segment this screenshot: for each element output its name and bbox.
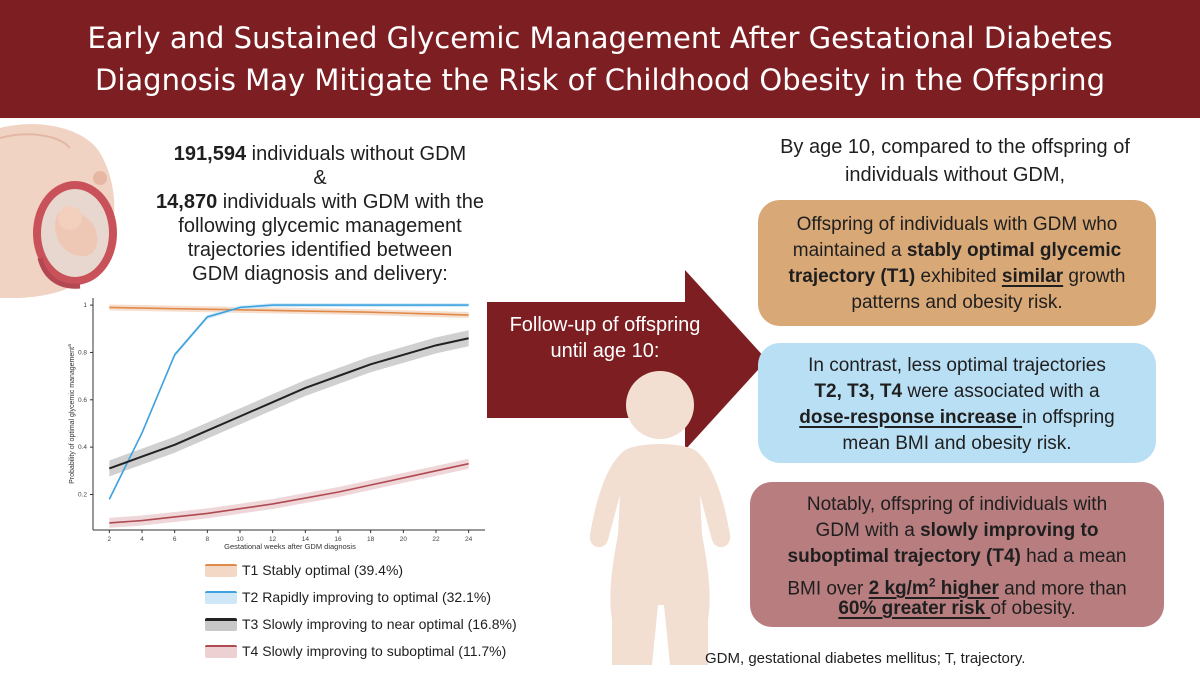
box3-line-4: BMI over 2 kg/m2 higher and more than: [787, 576, 1127, 600]
y-axis-label: Probability of optimal glycemic manageme…: [67, 344, 76, 484]
x-tick-label: 4: [140, 536, 144, 543]
y-tick-label: 0.6: [78, 397, 87, 404]
series-line-t1: [109, 306, 469, 316]
y-tick-label: 0.4: [78, 444, 87, 451]
x-tick-label: 22: [432, 536, 440, 543]
finding-box-t1: Offspring of individuals with GDM who ma…: [758, 200, 1156, 326]
legend-swatch-t2: [205, 591, 237, 604]
y-tick-label: 0.8: [78, 349, 87, 356]
legend-item-t2: T2 Rapidly improving to optimal (32.1%): [205, 587, 525, 607]
y-tick-label: 1: [83, 302, 87, 309]
outcome-intro-line-2: individuals without GDM,: [844, 164, 1066, 186]
y-tick-label: 0.2: [78, 491, 87, 498]
legend-swatch-t4: [205, 645, 237, 658]
arrow-text-line-1: Follow-up of offspring: [509, 314, 701, 336]
series-line-t4: [109, 462, 469, 524]
x-tick-label: 12: [269, 536, 277, 543]
x-tick-label: 10: [236, 536, 244, 543]
series-line-t3: [108, 337, 469, 470]
x-tick-label: 20: [400, 536, 408, 543]
x-axis-label: Gestational weeks after GDM diagnosis: [224, 542, 356, 551]
legend-label-t3: T3 Slowly improving to near optimal (16.…: [242, 616, 517, 632]
legend-item-t3: T3 Slowly improving to near optimal (16.…: [205, 614, 525, 634]
outcome-intro-line-1: By age 10, compared to the offspring of: [780, 136, 1130, 158]
box2-line-3: dose-response increase in offspring: [799, 407, 1115, 428]
box3-line-2: GDM with a slowly improving to: [815, 520, 1099, 541]
legend-label-t2: T2 Rapidly improving to optimal (32.1%): [242, 589, 491, 605]
box2-line-2: T2, T3, T4 were associated with a: [814, 381, 1100, 402]
box3-line-3: suboptimal trajectory (T4) had a mean: [787, 546, 1127, 567]
x-tick-label: 8: [206, 536, 210, 543]
x-tick-label: 6: [173, 536, 177, 543]
legend-swatch-t1: [205, 564, 237, 577]
legend-item-t4: T4 Slowly improving to suboptimal (11.7%…: [205, 641, 525, 661]
title-banner: Early and Sustained Glycemic Management …: [0, 0, 1200, 118]
legend-label-t4: T4 Slowly improving to suboptimal (11.7%…: [242, 643, 507, 659]
x-tick-label: 16: [334, 536, 342, 543]
series-line-t2: [108, 304, 469, 500]
box2-line-4: mean BMI and obesity risk.: [842, 433, 1072, 454]
box1-line-1: Offspring of individuals with GDM who: [796, 214, 1118, 235]
x-tick-label: 2: [108, 536, 112, 543]
cohort-line-5: GDM diagnosis and delivery:: [192, 263, 448, 285]
cohort-without-gdm: 191,594 individuals without GDM: [173, 143, 467, 165]
legend-item-t1: T1 Stably optimal (39.4%): [205, 560, 525, 580]
pregnant-woman-illustration: [0, 124, 117, 298]
follow-up-arrow: [487, 270, 767, 450]
cohort-with-gdm: 14,870 individuals with GDM with the: [156, 191, 484, 213]
title-line-2: Diagnosis May Mitigate the Risk of Child…: [95, 63, 1105, 97]
x-tick-label: 24: [465, 536, 473, 543]
cohort-ampersand: &: [313, 167, 327, 189]
trajectory-chart: 0.20.40.60.81 2 4 6 8 10 12 14 16 18 20 22 24 Proba…: [67, 298, 485, 551]
box3-line-1: Notably, offspring of individuals with: [806, 494, 1108, 515]
title-line-1: Early and Sustained Glycemic Management …: [87, 21, 1113, 55]
x-tick-label: 18: [367, 536, 375, 543]
box1-line-2: maintained a stably optimal glycemic: [792, 240, 1122, 261]
finding-box-t4: Notably, offspring of individuals with G…: [750, 482, 1164, 627]
box1-line-3: trajectory (T1) exhibited similar growth: [788, 266, 1126, 287]
ci-band-t3: [109, 330, 469, 477]
box3-line-5: 60% greater risk of obesity.: [838, 598, 1076, 619]
box2-line-1: In contrast, less optimal trajectories: [808, 355, 1106, 376]
x-tick-label: 14: [302, 536, 310, 543]
cohort-line-4: trajectories identified between: [187, 239, 453, 261]
arrow-text-line-2: until age 10:: [550, 340, 660, 362]
child-silhouette: [590, 371, 731, 665]
legend-swatch-t3: [205, 618, 237, 631]
box1-line-4: patterns and obesity risk.: [851, 292, 1063, 313]
cohort-line-3: following glycemic management: [178, 215, 462, 237]
finding-box-t2-t4: In contrast, less optimal trajectories T…: [758, 343, 1156, 463]
footnote: GDM, gestational diabetes mellitus; T, t…: [705, 650, 1026, 667]
ci-band-t4: [109, 458, 469, 528]
legend-label-t1: T1 Stably optimal (39.4%): [242, 562, 404, 578]
